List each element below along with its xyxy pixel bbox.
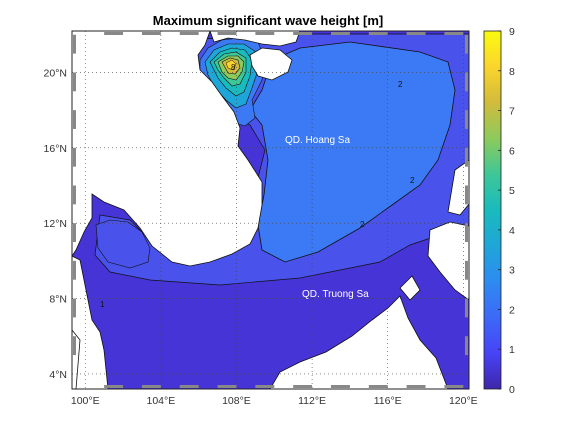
border-stripe bbox=[465, 72, 468, 92]
border-stripe bbox=[179, 385, 199, 388]
colorbar-tick-label: 2 bbox=[509, 304, 515, 316]
colorbar bbox=[483, 30, 502, 390]
border-stripe bbox=[104, 385, 124, 388]
map-border-stripes bbox=[73, 32, 468, 388]
sea-high-wave bbox=[249, 41, 456, 263]
border-stripe bbox=[217, 385, 237, 388]
lat-tick-label: 4°N bbox=[49, 369, 67, 381]
border-stripe bbox=[368, 385, 388, 388]
land-palawan bbox=[399, 275, 421, 301]
colorbar-tick-label: 9 bbox=[509, 26, 515, 38]
land-hainan bbox=[249, 47, 293, 81]
border-stripe bbox=[73, 260, 76, 280]
land-visayas bbox=[427, 221, 469, 301]
border-stripe bbox=[368, 32, 388, 35]
contour-label: 8 bbox=[231, 63, 236, 72]
colorbar-tick-label: 0 bbox=[509, 384, 515, 396]
map-frame bbox=[71, 30, 470, 390]
border-stripe bbox=[255, 385, 275, 388]
border-stripe bbox=[465, 34, 468, 54]
border-stripe bbox=[73, 147, 76, 167]
gulf-of-thailand bbox=[95, 219, 151, 269]
map-area bbox=[72, 31, 469, 389]
lon-axis: 100°E 104°E 108°E 112°E 116°E 120°E bbox=[71, 395, 478, 407]
border-stripe bbox=[465, 185, 468, 205]
lat-tick-label: 8°N bbox=[49, 294, 67, 306]
border-stripe bbox=[465, 260, 468, 280]
border-stripe bbox=[293, 385, 313, 388]
lon-tick-label: 108°E bbox=[222, 395, 251, 407]
border-stripe bbox=[73, 298, 76, 318]
lon-tick-label: 104°E bbox=[146, 395, 175, 407]
border-stripe bbox=[465, 223, 468, 243]
colorbar-tick-label: 8 bbox=[509, 66, 515, 78]
border-stripe bbox=[73, 223, 76, 243]
colorbar-tick-label: 7 bbox=[509, 106, 515, 118]
lat-tick-label: 12°N bbox=[44, 218, 67, 230]
border-stripe bbox=[465, 110, 468, 129]
border-stripe bbox=[217, 32, 237, 35]
contour-label: 2 bbox=[360, 220, 365, 229]
colorbar-tick-label: 3 bbox=[509, 265, 515, 277]
border-stripe bbox=[73, 72, 76, 92]
border-stripe bbox=[104, 32, 124, 35]
colorbar-tick-label: 1 bbox=[509, 344, 515, 356]
border-stripe bbox=[444, 32, 464, 35]
lon-tick-label: 100°E bbox=[71, 395, 100, 407]
colorbar-tick-label: 4 bbox=[509, 225, 515, 237]
lon-tick-label: 120°E bbox=[449, 395, 478, 407]
border-stripe bbox=[179, 32, 199, 35]
border-stripe bbox=[330, 385, 350, 388]
border-stripe bbox=[255, 32, 275, 35]
border-stripe bbox=[73, 34, 76, 54]
place-label-truong-sa: QD. Truong Sa bbox=[302, 289, 369, 300]
border-stripe bbox=[465, 147, 468, 167]
colorbar-tick-label: 6 bbox=[509, 145, 515, 157]
lon-tick-label: 116°E bbox=[374, 395, 402, 407]
place-label-hoang-sa: QD. Hoang Sa bbox=[285, 135, 350, 146]
contour-label: 2 bbox=[410, 176, 415, 185]
border-stripe bbox=[73, 110, 76, 129]
land-malay-peninsula bbox=[72, 255, 109, 389]
border-stripe bbox=[465, 336, 468, 356]
colorbar-tick-label: 5 bbox=[509, 185, 515, 197]
border-stripe bbox=[406, 32, 426, 35]
border-stripe bbox=[465, 298, 468, 318]
colorbar-ticks: 0 1 2 3 4 5 6 7 8 9 bbox=[498, 26, 515, 396]
border-stripe bbox=[406, 385, 426, 388]
lon-tick-label: 112°E bbox=[298, 395, 326, 407]
contour-label: 2 bbox=[398, 80, 403, 89]
border-stripe bbox=[73, 336, 76, 356]
lat-tick-label: 20°N bbox=[44, 67, 67, 79]
border-stripe bbox=[73, 185, 76, 205]
border-stripe bbox=[444, 385, 464, 388]
border-stripe bbox=[330, 32, 350, 35]
border-stripe bbox=[293, 32, 313, 35]
border-stripe bbox=[141, 385, 161, 388]
lat-tick-label: 16°N bbox=[44, 143, 67, 155]
chart-title: Maximum significant wave height [m] bbox=[153, 13, 383, 28]
land-indochina bbox=[72, 31, 263, 267]
lat-axis: 4°N 8°N 12°N 16°N 20°N bbox=[44, 67, 67, 380]
border-stripe bbox=[141, 32, 161, 35]
contour-label: 1 bbox=[100, 300, 105, 309]
